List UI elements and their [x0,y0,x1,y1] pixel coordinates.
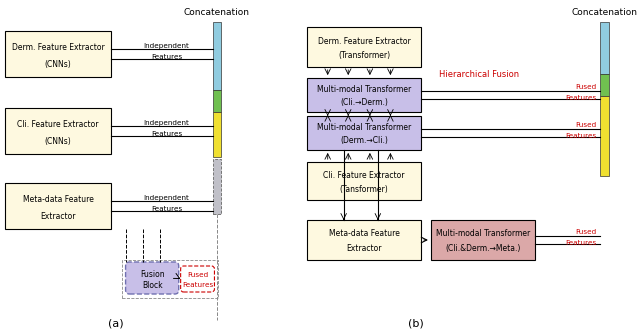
Bar [600,74,609,96]
Bar [212,90,221,112]
Text: Features: Features [566,133,597,139]
Text: Features: Features [151,131,182,137]
Text: (CNNs): (CNNs) [45,137,71,146]
Text: Features: Features [151,54,182,60]
Text: Meta-data Feature: Meta-data Feature [329,229,399,238]
Text: Fusion: Fusion [140,270,164,279]
Text: (Transformer): (Transformer) [338,51,390,60]
Bar [307,116,421,150]
Text: Derm. Feature Extractor: Derm. Feature Extractor [318,37,410,45]
Text: Cli. Feature Extractor: Cli. Feature Extractor [323,171,405,180]
Text: Multi-modal Transformer: Multi-modal Transformer [317,85,412,94]
Bar [212,112,221,157]
Text: Extractor: Extractor [40,211,76,221]
Bar [122,260,218,298]
Text: Features: Features [566,95,597,101]
Text: Meta-data Feature: Meta-data Feature [22,195,93,204]
Text: Extractor: Extractor [346,244,382,253]
Text: Derm. Feature Extractor: Derm. Feature Extractor [12,42,104,51]
Bar [5,108,111,154]
Bar [431,220,535,260]
Bar [600,22,609,74]
Text: Block: Block [142,281,163,290]
Text: Multi-modal Transformer: Multi-modal Transformer [317,124,412,132]
Text: Fused: Fused [187,272,208,278]
Text: Features: Features [151,206,182,212]
Text: (Derm.→Cli.): (Derm.→Cli.) [340,136,388,145]
Text: Fused: Fused [576,84,597,90]
Text: Multi-modal Transformer: Multi-modal Transformer [436,229,530,238]
Text: Cli. Feature Extractor: Cli. Feature Extractor [17,120,99,128]
Bar [5,183,111,229]
Text: (Cli.&Derm.→Meta.): (Cli.&Derm.→Meta.) [445,244,521,253]
Bar [212,159,221,214]
Bar [307,220,421,260]
FancyBboxPatch shape [125,262,179,294]
Text: (Cli.→Derm.): (Cli.→Derm.) [340,98,388,107]
Text: Fused: Fused [576,122,597,128]
Text: (a): (a) [108,319,124,329]
Text: Concatenation: Concatenation [572,8,637,17]
Text: Fused: Fused [576,229,597,235]
Bar [307,27,421,67]
Text: Independent: Independent [144,195,189,201]
Text: Independent: Independent [144,120,189,126]
Text: Concatenation: Concatenation [184,8,250,17]
Text: Features: Features [566,240,597,246]
Text: Hierarchical Fusion: Hierarchical Fusion [439,69,519,78]
Bar [307,78,421,112]
Text: (b): (b) [408,319,423,329]
Bar [212,22,221,90]
FancyBboxPatch shape [180,266,214,292]
Bar [600,96,609,176]
Text: (CNNs): (CNNs) [45,60,71,69]
Text: Features: Features [182,282,213,288]
Text: Independent: Independent [144,43,189,49]
Text: (Tansformer): (Tansformer) [340,185,388,194]
Bar [5,31,111,77]
Bar [307,162,421,200]
